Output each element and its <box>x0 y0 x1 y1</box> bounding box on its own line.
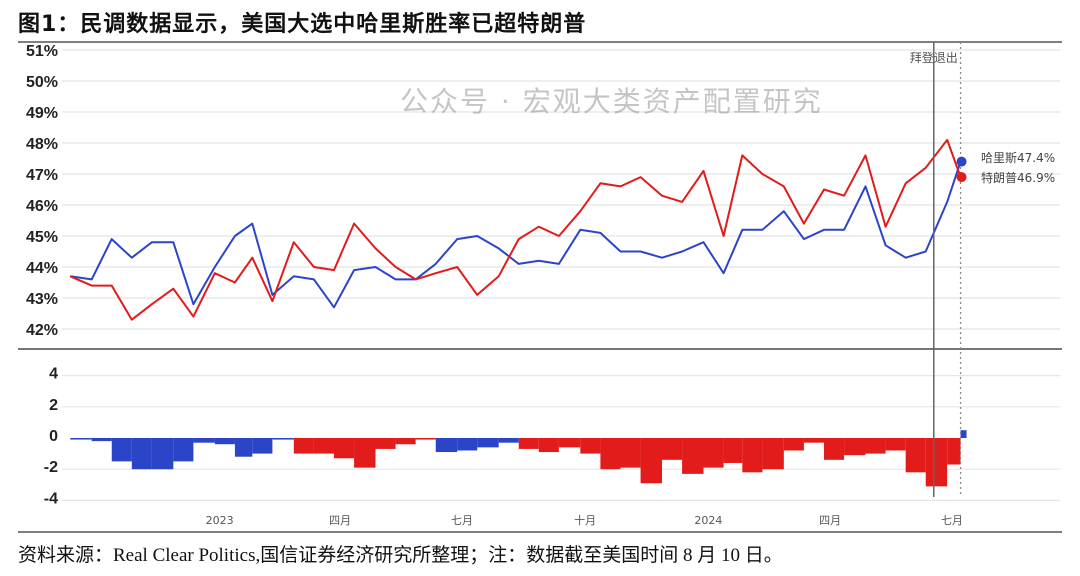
y-tick-label: 48% <box>26 136 58 153</box>
spread-bar <box>234 438 253 457</box>
spread-bar <box>640 438 662 484</box>
event-label: 拜登退出 <box>910 50 958 65</box>
y-tick-label: 46% <box>26 198 58 215</box>
spread-bar <box>173 438 194 462</box>
spread-bar <box>580 438 601 454</box>
lower-y-axis: 4 2 0 -2 -4 <box>44 366 58 508</box>
harris-end-dot <box>956 156 967 167</box>
y-tick-label: 43% <box>26 291 58 308</box>
spread-bar <box>803 438 824 443</box>
y-tick-label: 2 <box>49 397 58 414</box>
y-tick-label: 49% <box>26 105 58 122</box>
trump-end-dot <box>956 172 967 183</box>
watermark: 公众号 · 宏观大类资产配置研究 <box>400 85 823 118</box>
event-markers: 拜登退出 <box>910 42 962 497</box>
spread-bar <box>703 438 724 468</box>
spread-bar <box>947 438 961 465</box>
upper-gridlines <box>62 49 1060 330</box>
y-tick-label: 4 <box>49 366 58 383</box>
figure-title: 图1：民调数据显示，美国大选中哈里斯胜率已超特朗普 <box>18 12 587 37</box>
upper-y-axis: 51% 50% 49% 48% 47% 46% 45% 44% 43% 42% <box>26 43 58 339</box>
source-note: 资料来源：Real Clear Politics,国信证券经济研究所整理；注：数… <box>18 545 783 566</box>
y-tick-label: 0 <box>49 428 58 445</box>
spread-bar <box>354 438 376 468</box>
spread-bar <box>435 438 458 453</box>
y-tick-label: 45% <box>26 229 58 246</box>
spread-bar <box>375 438 396 449</box>
spread-bars <box>70 430 967 487</box>
spread-bar <box>151 438 174 470</box>
x-tick-label: 七月 <box>451 514 473 527</box>
spread-bar <box>70 438 92 440</box>
spread-bar <box>498 438 519 443</box>
x-tick-label: 2024 <box>694 514 722 527</box>
spread-bar <box>865 438 886 454</box>
spread-bar <box>823 438 845 460</box>
end-labels: 哈里斯47.4% 特朗普46.9% <box>956 151 1055 185</box>
spread-bar <box>313 438 334 454</box>
spread-bar <box>682 438 704 474</box>
x-axis: 2023 四月 七月 十月 2024 四月 七月 <box>206 513 963 527</box>
spread-bar <box>600 438 621 470</box>
spread-bar <box>783 438 804 451</box>
spread-bar <box>457 438 478 451</box>
y-tick-label: 47% <box>26 167 58 184</box>
x-tick-label: 四月 <box>329 514 351 527</box>
x-tick-label: 2023 <box>206 514 234 527</box>
spread-bar <box>333 438 355 459</box>
spread-bar <box>272 438 294 440</box>
poll-lines <box>69 138 962 321</box>
spread-bar <box>925 438 948 487</box>
spread-bar <box>620 438 641 468</box>
y-tick-label: -2 <box>44 459 58 476</box>
y-tick-label: 44% <box>26 260 58 277</box>
lower-gridlines <box>62 375 1060 501</box>
spread-bar <box>395 438 416 445</box>
spread-bar <box>193 438 215 443</box>
spread-bar <box>960 430 967 438</box>
trump-line <box>69 138 962 321</box>
spread-bar <box>885 438 906 451</box>
spread-bar <box>518 438 539 449</box>
y-tick-label: 50% <box>26 74 58 91</box>
spread-bar <box>558 438 581 448</box>
spread-bar <box>661 438 683 460</box>
spread-bar <box>905 438 926 473</box>
y-tick-label: -4 <box>44 490 58 507</box>
spread-bar <box>762 438 784 470</box>
y-tick-label: 51% <box>26 43 58 60</box>
y-tick-label: 42% <box>26 322 58 339</box>
spread-bar <box>91 438 112 442</box>
harris-end-label: 哈里斯47.4% <box>981 151 1055 165</box>
x-tick-label: 七月 <box>941 514 963 527</box>
spread-bar <box>723 438 743 463</box>
spread-bar <box>131 438 152 470</box>
spread-bar <box>415 438 436 440</box>
spread-bar <box>477 438 499 448</box>
spread-bar <box>742 438 763 473</box>
x-tick-label: 十月 <box>574 513 596 527</box>
trump-end-label: 特朗普46.9% <box>981 170 1055 185</box>
spread-bar <box>293 438 314 454</box>
spread-bar <box>252 438 273 454</box>
spread-bar <box>214 438 235 445</box>
spread-bar <box>538 438 559 453</box>
harris-line <box>70 161 962 309</box>
x-tick-label: 四月 <box>819 514 841 527</box>
spread-bar <box>111 438 132 462</box>
spread-bar <box>844 438 866 456</box>
